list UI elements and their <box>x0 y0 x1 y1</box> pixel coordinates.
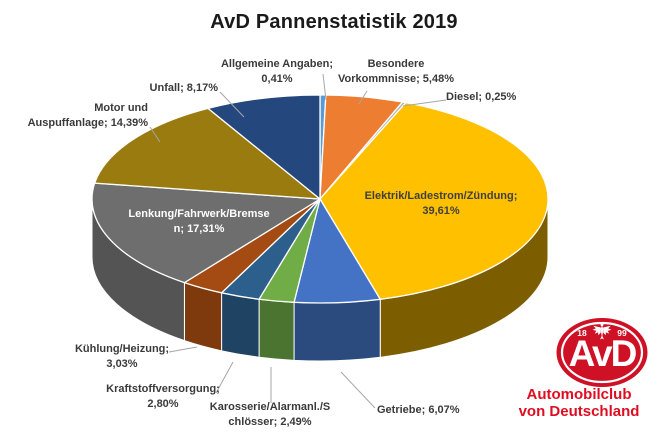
pie-slice-side-kraftstoff <box>221 292 260 358</box>
pie-slice-motor <box>94 107 321 200</box>
leader-line-unfall <box>219 91 245 118</box>
leader-line-kraftstoff <box>215 361 234 394</box>
leader-line-besondere <box>358 90 368 105</box>
logo-caption-line1: Automobilclub <box>526 386 632 403</box>
pie-slice-unfall <box>207 94 321 200</box>
leader-line-allgemeine <box>322 73 327 101</box>
leader-line-motor <box>149 126 161 143</box>
logo-year-left: 18 <box>577 328 587 338</box>
logo-caption-line2: von Deutschland <box>518 403 640 420</box>
pie-slice-side-karosserie <box>258 298 295 361</box>
avd-logo: 18 99 AvD <box>556 318 648 387</box>
leader-line-kuehlung <box>168 346 198 353</box>
logo-year-right: 99 <box>617 328 627 338</box>
pie-slice-side-kuehlung <box>183 282 223 352</box>
pie-slice-elektrik <box>319 101 549 300</box>
logo-inner-ring <box>560 321 644 384</box>
leader-line-getriebe <box>340 371 376 409</box>
chart-title: AvD Pannenstatistik 2019 <box>210 11 458 33</box>
eagle-icon <box>592 323 612 340</box>
logo-wordmark: AvD <box>569 333 637 374</box>
leader-line-diesel <box>402 99 447 107</box>
logo-caption: Automobilclub von Deutschland <box>508 386 650 420</box>
pie-slice-lenkung <box>91 182 321 284</box>
logo-oval <box>556 318 648 387</box>
pie-slice-side-getriebe <box>293 298 381 362</box>
